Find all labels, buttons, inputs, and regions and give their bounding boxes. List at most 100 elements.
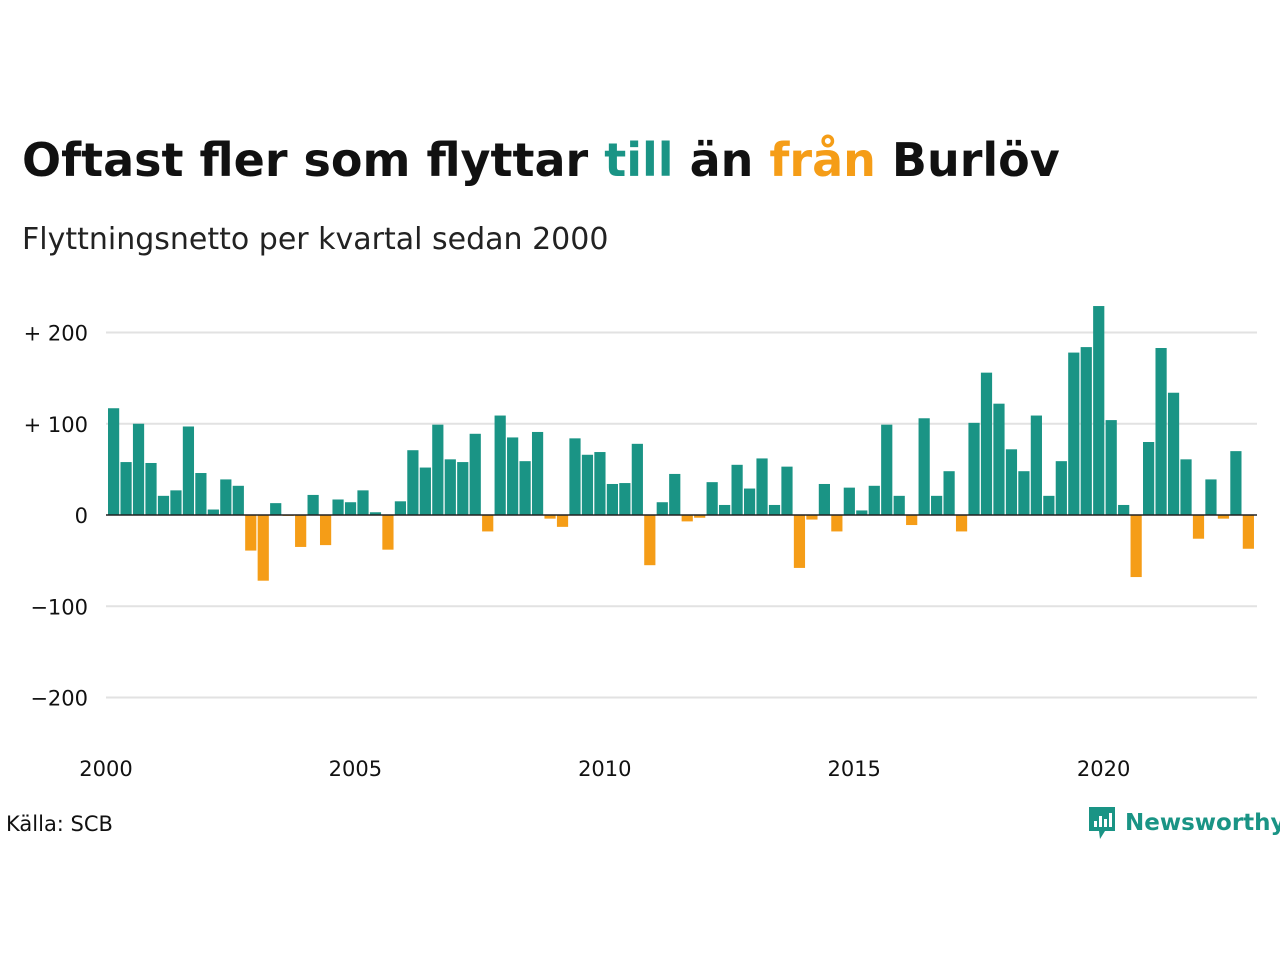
bar-positive [120,462,132,515]
bar-positive [369,512,382,515]
bar-positive [332,499,344,515]
bar-positive [170,490,182,515]
bar-positive [918,418,930,515]
bar-positive [1167,392,1180,515]
title-positive-word: till [604,133,674,187]
bar-positive [207,509,219,515]
bar-negative [694,515,706,518]
bar-positive [594,452,606,515]
chart-title: Oftast fler som flyttar till än från Bur… [22,128,1060,192]
bar-positive [843,487,855,516]
bar-negative [319,515,332,546]
bar-positive [357,490,369,515]
bar-positive [756,458,768,515]
bar-negative [1217,515,1230,519]
bar-positive [1030,415,1042,515]
chart-subtitle: Flyttningsnetto per kvartal sedan 2000 [22,222,609,257]
bar-negative [556,515,569,527]
bar-positive [494,415,506,515]
bar-positive [407,450,419,515]
bar-positive [856,510,868,515]
bar-positive [881,424,893,515]
bar-positive [432,424,444,515]
bar-negative [1242,515,1254,549]
bar-positive [818,483,830,515]
bar-positive [1230,451,1242,516]
bar-positive [868,485,880,515]
bar-positive [1080,347,1092,515]
bar-positive [943,471,955,515]
bar-positive [731,464,743,515]
x-tick-label: 2015 [827,757,880,781]
title-part-after: Burlöv [875,133,1060,187]
title-part-middle: än [673,133,770,187]
bar-negative [257,515,269,581]
bar-positive [781,466,793,515]
bar-positive [706,482,718,515]
bar-positive [1055,461,1067,515]
bar-positive [1105,420,1117,515]
y-tick-label: + 200 [24,322,88,346]
y-axis-tick-labels: + 200 + 100 0 −100 −200 [24,322,88,711]
bar-positive [1143,442,1155,515]
x-tick-label: 2000 [79,757,132,781]
bar-positive [743,488,756,515]
bar-positive [993,403,1005,516]
bar-positive [893,495,905,515]
bar-negative [295,515,307,547]
bar-positive [507,437,519,515]
bar-negative [1192,515,1205,539]
title-part-before: Oftast fler som flyttar [22,133,605,187]
gridlines [106,331,1257,699]
bar-positive [1043,495,1055,515]
bar-positive [968,422,980,515]
bar-negative [681,515,693,522]
bar-positive [519,461,531,515]
bar-chart: + 200 + 100 0 −100 −200 2000 2005 2010 2015 2020 [24,306,1257,781]
bar-positive [719,504,731,515]
x-tick-label: 2020 [1077,757,1130,781]
title-negative-word: från [769,133,876,187]
bar-positive [581,454,594,515]
bar-positive [220,479,232,515]
bar-positive [1068,352,1080,515]
bar-negative [793,515,806,568]
bar-negative [955,515,968,532]
bar-positive [569,438,581,515]
bar-positive [1005,449,1018,515]
source-note: Källa: SCB [6,812,113,836]
bar-positive [157,495,170,515]
bar-positive [444,459,456,515]
bar-negative [245,515,257,551]
y-tick-label: −200 [30,687,88,711]
x-tick-label: 2005 [329,757,382,781]
x-axis-tick-labels: 2000 2005 2010 2015 2020 [79,757,1130,781]
bar-positive [1118,504,1130,515]
bar-positive [469,433,481,515]
bar-negative [1130,515,1142,578]
y-tick-label: 0 [75,504,88,528]
bar-positive [656,502,668,516]
bar-positive [1018,471,1030,515]
bar-negative [482,515,494,532]
bar-positive [768,504,781,515]
bar-positive [619,483,631,515]
bar-positive [307,494,319,515]
bar-negative [906,515,918,526]
bar-negative [831,515,843,532]
bar-positive [1093,306,1105,515]
bars [108,306,1254,581]
x-tick-label: 2010 [578,757,631,781]
y-tick-label: −100 [30,595,88,619]
bar-positive [531,431,544,515]
bar-positive [394,501,407,515]
bar-positive [145,462,157,515]
bar-positive [232,485,244,515]
bar-positive [419,467,431,515]
bar-positive [1205,479,1217,515]
bar-positive [931,495,943,515]
bar-positive [195,473,207,515]
bar-positive [1180,459,1192,515]
bar-negative [806,515,818,520]
newsworthy-logo-icon [1089,807,1115,839]
